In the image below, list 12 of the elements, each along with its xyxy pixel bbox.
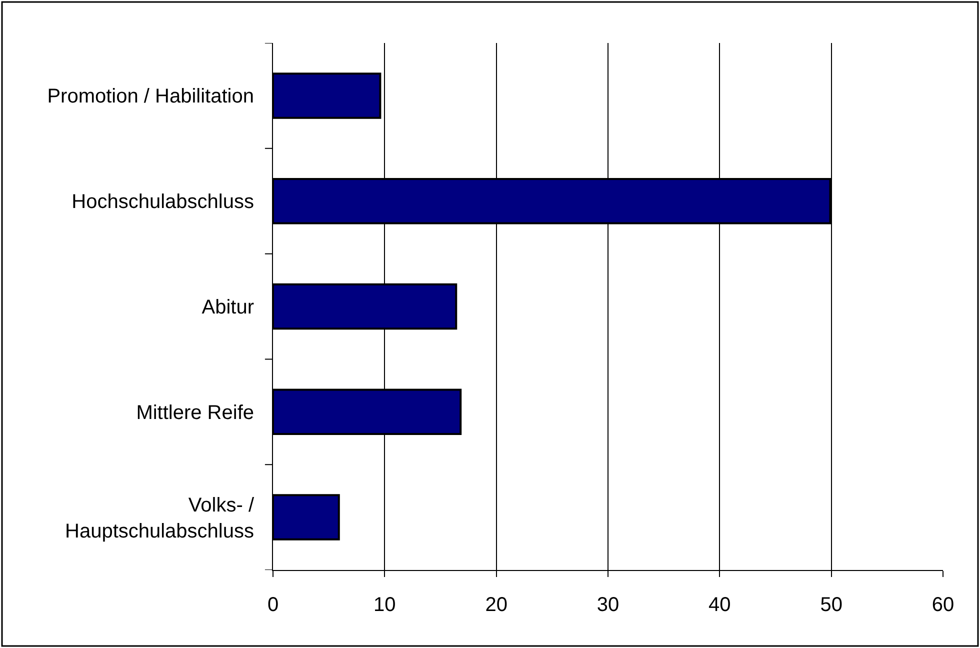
y-tick-label: Promotion / Habilitation <box>47 86 254 108</box>
x-tick-label: 50 <box>820 594 842 616</box>
y-tick-label: Mittlere Reife <box>136 402 254 424</box>
x-tick-label: 0 <box>267 594 279 616</box>
x-tick-label: 40 <box>708 594 731 616</box>
x-tick-label: 30 <box>596 594 620 616</box>
y-tick-label: Abitur <box>202 296 254 318</box>
y-tick-label: Hochschulabschluss <box>72 191 254 214</box>
x-tick-label: 10 <box>374 594 396 616</box>
y-tick-label: Volks- / Hauptschulabschluss <box>65 494 254 542</box>
x-tick-label: 60 <box>932 594 954 616</box>
x-tick-label: 20 <box>485 594 508 616</box>
